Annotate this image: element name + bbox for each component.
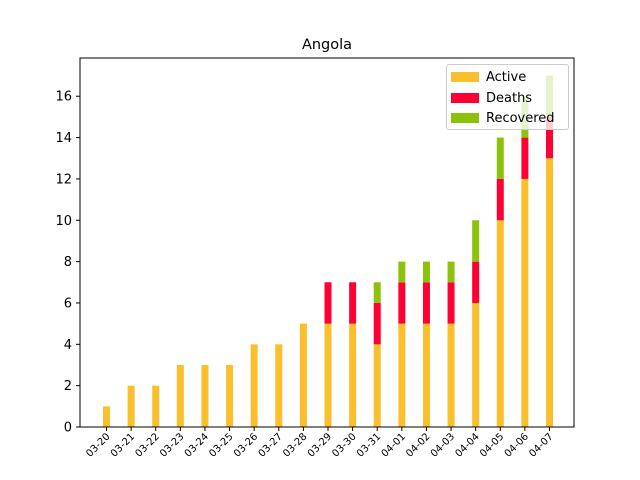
bar-recovered-04-04 [472,220,480,262]
bar-deaths-03-31 [373,302,381,345]
x-axis: 03-2003-2103-2203-2303-2403-2503-2603-27… [84,427,556,460]
plot-frame [79,57,575,428]
bar-deaths-04-04 [472,261,480,303]
y-tick-label: 8 [64,255,72,270]
bar-active-04-04 [472,302,480,427]
legend-label-deaths: Deaths [486,90,533,106]
x-tick-label: 03-24 [183,431,211,459]
y-tick-label: 4 [64,338,72,353]
bar-active-03-20 [103,406,110,427]
x-tick-label: 04-02 [404,431,432,459]
x-tick-label: 03-25 [207,431,235,459]
bar-active-03-25 [226,364,234,427]
bar-active-03-28 [299,323,307,427]
y-tick-label: 6 [64,296,72,311]
bar-deaths-04-05 [496,178,504,221]
legend: Active Deaths Recovered [446,64,569,130]
bar-active-03-27 [275,344,283,427]
chart-title: Angola [302,37,352,53]
bar-recovered-04-02 [422,261,430,283]
legend-item-active: Active [451,67,526,87]
bar-recovered-04-01 [398,261,406,283]
x-tick-label: 04-05 [478,431,506,459]
x-tick-label: 03-26 [232,431,260,459]
bar-active-04-01 [398,323,406,427]
x-tick-label: 04-06 [503,431,531,459]
y-tick-label: 14 [55,131,72,146]
bar-deaths-04-07 [546,116,553,159]
x-tick-label: 03-27 [257,431,285,459]
legend-label-active: Active [486,69,527,85]
bar-active-03-21 [127,385,135,427]
bar-active-04-06 [521,178,529,427]
y-tick-label: 12 [55,172,72,187]
bar-active-03-24 [201,364,209,427]
x-tick-label: 04-07 [527,431,555,459]
x-tick-label: 03-30 [330,431,358,459]
legend-label-recovered: Recovered [486,110,555,126]
y-tick-label: 0 [64,421,72,436]
x-tick-label: 04-04 [453,431,481,459]
bar-active-03-29 [324,323,332,427]
bar-active-03-30 [349,323,357,427]
y-tick-label: 2 [64,379,72,394]
bar-deaths-04-01 [398,282,406,324]
x-tick-label: 03-22 [134,431,162,459]
x-tick-label: 03-21 [109,431,137,459]
bar-active-03-26 [250,344,258,427]
y-tick-label: 10 [55,214,72,229]
bar-recovered-04-03 [447,261,455,283]
bar-active-03-31 [373,344,381,427]
x-tick-label: 03-20 [84,431,112,459]
x-tick-label: 03-28 [281,431,309,459]
legend-swatch-recovered [451,113,479,123]
legend-item-deaths: Deaths [451,88,532,108]
legend-swatch-active [451,72,479,82]
bar-active-04-02 [422,323,430,427]
bar-deaths-04-03 [447,282,455,324]
y-axis: 0 2 4 6 8 10 12 14 16 [55,90,80,436]
y-tick-label: 16 [55,90,72,105]
x-tick-label: 04-03 [429,431,457,459]
x-tick-label: 03-29 [306,431,334,459]
bar-deaths-04-06 [521,137,529,179]
bar-active-03-22 [152,385,160,427]
x-tick-label: 03-31 [355,431,383,459]
x-tick-label: 03-23 [158,431,186,459]
legend-item-recovered: Recovered [451,108,555,128]
bar-active-04-03 [447,323,455,427]
bar-active-03-23 [176,364,184,427]
bar-deaths-03-29 [324,282,332,324]
legend-swatch-deaths [451,93,479,103]
bar-recovered-04-05 [496,137,504,179]
bar-active-04-07 [546,158,553,427]
bar-deaths-03-30 [349,282,357,324]
bar-recovered-03-31 [373,282,381,303]
bar-active-04-05 [496,220,504,427]
x-tick-label: 04-01 [380,431,408,459]
bar-deaths-04-02 [422,282,430,324]
